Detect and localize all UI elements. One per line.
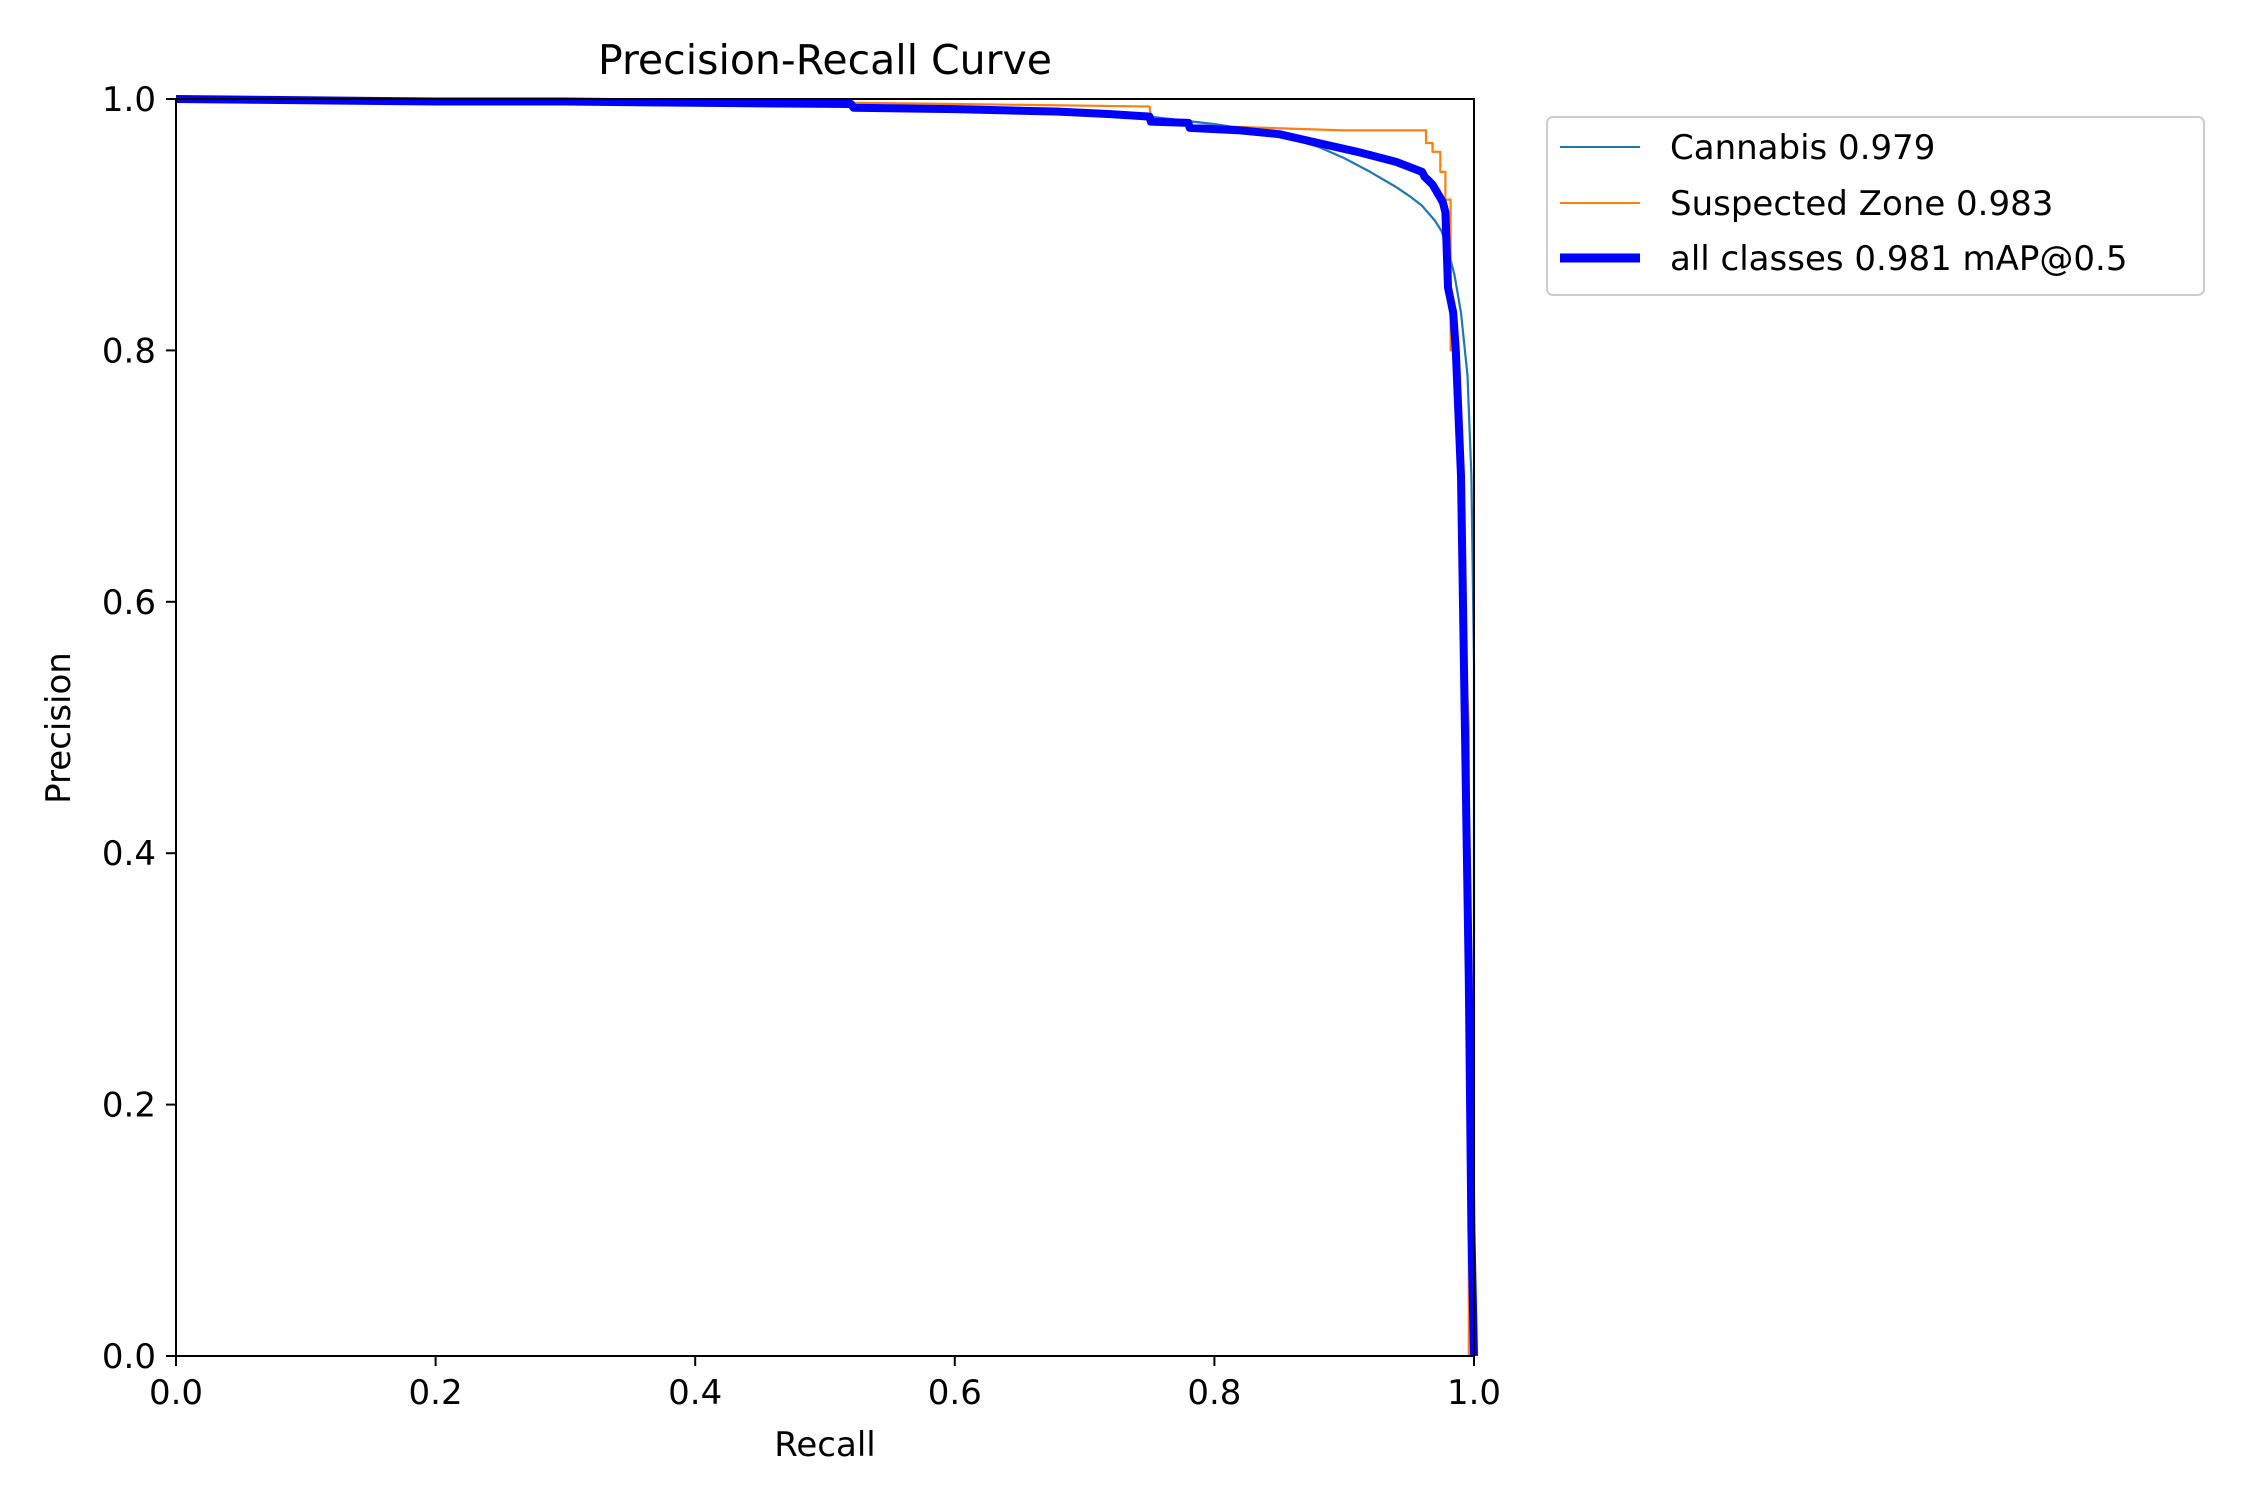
legend-label-all-classes: all classes 0.981 mAP@0.5 — [1670, 239, 2127, 279]
x-tick-label: 1.0 — [1447, 1373, 1501, 1413]
x-tick-label: 0.8 — [1187, 1373, 1241, 1413]
legend-label-cannabis: Cannabis 0.979 — [1670, 128, 1935, 168]
ticks-layer: 0.0 0.2 0.4 0.6 0.8 1.0 0.0 0.2 0.4 0.6 0.8 1.0 — [102, 80, 1501, 1413]
x-tick-label: 0.4 — [668, 1373, 722, 1413]
series-line-2 — [175, 95, 1478, 1357]
legend-box — [1546, 116, 2205, 296]
y-tick-label: 0.6 — [102, 583, 156, 623]
legend: Cannabis 0.979 Suspected Zone 0.983 all … — [1546, 116, 2205, 296]
y-tick-label: 0.2 — [102, 1086, 156, 1126]
y-tick-label: 0.0 — [102, 1337, 156, 1377]
x-tick-label: 0.2 — [409, 1373, 463, 1413]
x-axis-label: Recall — [774, 1425, 875, 1465]
y-tick-label: 0.4 — [102, 834, 156, 874]
series-layer — [175, 95, 1478, 1358]
y-tick-label: 1.0 — [102, 80, 156, 120]
x-tick-label: 0.0 — [149, 1373, 203, 1413]
y-axis-label: Precision — [39, 652, 79, 804]
y-tick-label: 0.8 — [102, 331, 156, 371]
plot-area-frame — [175, 98, 1475, 1357]
legend-label-suspected-zone: Suspected Zone 0.983 — [1670, 184, 2053, 224]
x-tick-label: 0.6 — [928, 1373, 982, 1413]
chart-title: Precision-Recall Curve — [598, 36, 1052, 84]
